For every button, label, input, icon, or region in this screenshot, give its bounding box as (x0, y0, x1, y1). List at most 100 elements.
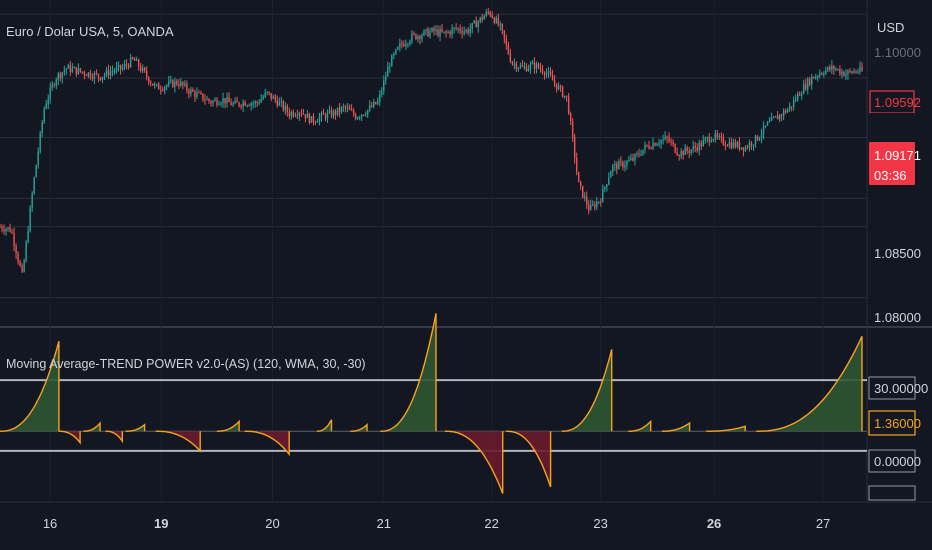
candle (210, 99, 212, 107)
level-0-box[interactable] (868, 449, 916, 473)
candle-body (149, 82, 152, 84)
candle-body (168, 81, 170, 86)
candle (469, 23, 471, 38)
candle (1, 224, 3, 233)
candle-body (626, 161, 628, 166)
candle (13, 227, 15, 252)
candle (792, 96, 795, 111)
current-value-box[interactable] (868, 410, 916, 436)
x-tick-label[interactable]: 26 (707, 516, 721, 531)
candle-body (845, 74, 847, 77)
candle (712, 138, 715, 142)
candle-body (610, 171, 612, 178)
indicator-area (58, 431, 81, 443)
candle (196, 87, 198, 100)
candle (176, 79, 178, 87)
candle (511, 60, 514, 66)
candle-body (154, 84, 156, 86)
candle (268, 91, 270, 96)
candle (453, 26, 455, 34)
candle (610, 170, 612, 178)
candle (533, 57, 536, 74)
candle (164, 85, 166, 95)
candle (537, 62, 540, 70)
symbol-title[interactable]: Euro / Dolar USA, 5, OANDA (6, 24, 174, 39)
candle-body (594, 204, 596, 208)
candle-body (768, 120, 771, 122)
price-axis[interactable]: 1.10000 1.08500 1.08000 1.09592 1.09171 03:36… (868, 45, 928, 501)
candle (3, 224, 5, 235)
candle (33, 176, 35, 195)
candle-body (79, 68, 82, 72)
candle (314, 120, 317, 125)
candle-body (294, 115, 297, 117)
candle (475, 16, 477, 28)
indicator-level-label[interactable]: 0.00000 (874, 454, 921, 469)
candle-body (421, 35, 423, 39)
candle (216, 96, 218, 108)
candle-body (809, 79, 811, 85)
x-tick-label[interactable]: 16 (43, 516, 57, 531)
y-tick-label[interactable]: 1.10000 (874, 45, 921, 60)
candle-body (308, 113, 311, 123)
candle (131, 56, 134, 60)
candle-body (137, 59, 140, 68)
candle (5, 227, 7, 236)
candle (188, 88, 190, 99)
candle-body (109, 71, 112, 76)
indicator-current-value[interactable]: 1.36000 (874, 416, 921, 431)
candle (433, 25, 435, 36)
candle (63, 65, 65, 76)
candle-body (158, 84, 160, 90)
time-axis[interactable]: 16 19 20 21 22 23 26 27 (43, 516, 830, 531)
candle (381, 87, 383, 98)
y-tick-label[interactable]: 1.08000 (874, 310, 921, 325)
candle-body (780, 114, 783, 116)
candle-body (823, 73, 825, 75)
candle-body (210, 101, 212, 104)
y-tick-label[interactable]: 1.08500 (874, 246, 921, 261)
candle (710, 136, 713, 143)
candle (399, 38, 401, 52)
x-tick-label[interactable]: 22 (484, 516, 498, 531)
candle (726, 143, 729, 147)
indicator-area (561, 349, 612, 432)
candle-body (666, 136, 668, 138)
candle (686, 145, 688, 155)
candle (620, 156, 622, 167)
countdown-label[interactable]: 03:36 (874, 168, 907, 183)
candle (630, 153, 632, 161)
candle-body (507, 44, 510, 54)
candle-body (87, 72, 90, 77)
candle-body (250, 103, 252, 106)
x-tick-label[interactable]: 27 (816, 516, 830, 531)
candle-body (680, 151, 682, 157)
currency-label[interactable]: USD (877, 20, 905, 35)
candle-body (756, 135, 759, 141)
candle (694, 141, 696, 153)
candle-body (39, 132, 41, 152)
candle-body (740, 147, 743, 149)
candle (531, 59, 534, 65)
candle-body (837, 68, 839, 70)
candle (149, 80, 152, 87)
candle (212, 99, 214, 107)
x-tick-label[interactable]: 19 (154, 516, 168, 531)
marked-level-label[interactable]: 1.09592 (874, 95, 921, 110)
level-30-box[interactable] (868, 376, 916, 400)
x-tick-label[interactable]: 20 (265, 516, 279, 531)
candle-body (501, 23, 504, 31)
last-price-label[interactable]: 1.09171 (874, 148, 921, 163)
x-tick-label[interactable]: 21 (376, 516, 390, 531)
candle (636, 151, 638, 158)
indicator-level-label[interactable]: 30.00000 (874, 381, 928, 396)
last-price-badge[interactable] (869, 142, 915, 185)
indicator-title[interactable]: Moving Average-TREND POWER v2.0-(AS) (12… (6, 357, 366, 371)
candle-body (807, 79, 809, 90)
candle (646, 144, 648, 148)
candle (240, 104, 242, 110)
candle-body (350, 109, 353, 111)
x-tick-label[interactable]: 23 (593, 516, 607, 531)
candle (252, 100, 254, 109)
